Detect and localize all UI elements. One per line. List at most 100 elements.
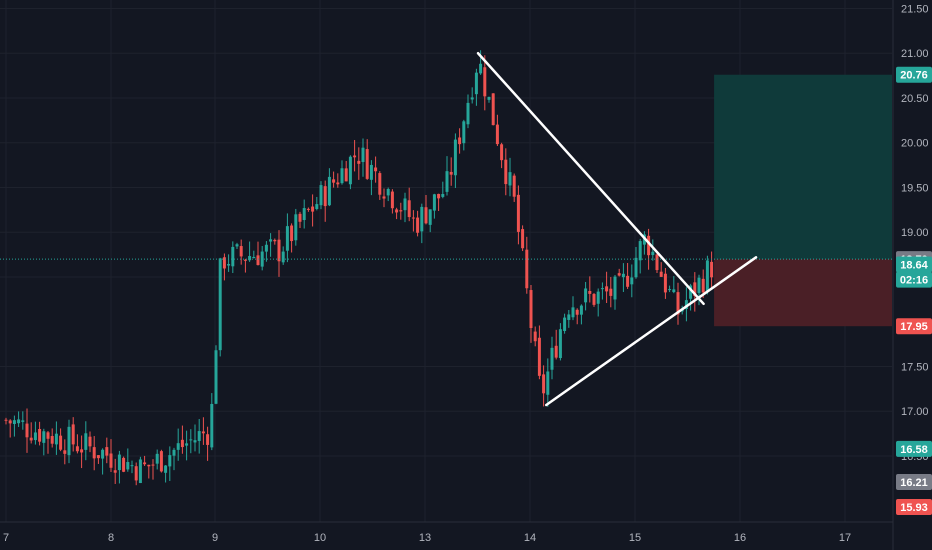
- candle-down: [180, 439, 184, 448]
- candle-down: [609, 288, 613, 296]
- candle-up: [697, 277, 701, 293]
- price-badge-label: 20.76: [900, 70, 928, 82]
- candle-down: [663, 273, 667, 293]
- candle-down: [29, 437, 33, 441]
- candle-down: [71, 424, 75, 445]
- candle-up: [420, 206, 424, 232]
- price-badge-label: 15.93: [900, 502, 928, 514]
- candle-up: [441, 194, 445, 197]
- candle-up: [176, 443, 180, 450]
- target-zone: [714, 74, 892, 260]
- stop-zone: [714, 259, 892, 327]
- candle-down: [92, 447, 96, 459]
- candle-down: [109, 453, 113, 468]
- candle-down: [277, 239, 281, 262]
- candle-up: [567, 314, 571, 320]
- candle-down: [206, 434, 210, 445]
- candle-up: [269, 239, 273, 242]
- candle-up: [462, 121, 466, 144]
- candle-down: [143, 462, 147, 465]
- candle-down: [554, 345, 558, 358]
- y-tick-label: 17.00: [901, 406, 929, 418]
- candle-down: [105, 447, 109, 456]
- candle-up: [138, 459, 142, 484]
- candle-down: [298, 213, 302, 222]
- candle-up: [634, 257, 638, 278]
- candle-down: [365, 149, 369, 179]
- x-tick-label: 8: [108, 532, 114, 544]
- price-badge-label: 16.21: [900, 477, 928, 489]
- candle-down: [4, 419, 8, 421]
- candle-up: [630, 277, 634, 285]
- candle-down: [424, 207, 428, 224]
- candle-down: [8, 420, 12, 424]
- candle-down: [516, 194, 520, 232]
- candle-up: [474, 72, 478, 95]
- price-badge: [896, 473, 932, 490]
- candle-down: [378, 173, 382, 195]
- candle-down: [483, 67, 487, 97]
- candle-up: [369, 164, 373, 180]
- candle-down: [134, 466, 138, 481]
- candle-up: [668, 289, 672, 291]
- candle-up: [361, 147, 365, 163]
- candle-down: [521, 229, 525, 249]
- candle-down: [306, 208, 310, 210]
- candle-down: [512, 175, 516, 197]
- candle-up: [546, 371, 550, 395]
- candle-down: [256, 255, 260, 266]
- candle-up: [197, 431, 201, 441]
- candle-down: [542, 374, 546, 394]
- candle-up: [558, 329, 562, 359]
- x-tick-label: 16: [734, 532, 746, 544]
- candle-up: [315, 204, 319, 209]
- candle-up: [193, 440, 197, 443]
- candle-up: [466, 102, 470, 125]
- candle-up: [210, 403, 214, 448]
- candle-up: [638, 241, 642, 261]
- candle-down: [655, 254, 659, 271]
- price-badge: [896, 271, 932, 288]
- candle-up: [101, 449, 105, 459]
- candle-up: [117, 454, 121, 471]
- candle-down: [710, 261, 714, 278]
- candle-down: [25, 423, 29, 438]
- candle-down: [353, 155, 357, 158]
- candle-up: [613, 276, 617, 300]
- trendline-1[interactable]: [476, 51, 705, 306]
- candle-down: [592, 294, 596, 305]
- trendline-2[interactable]: [544, 256, 758, 407]
- candle-down: [411, 217, 415, 219]
- candle-up: [54, 433, 58, 445]
- candle-down: [676, 292, 680, 315]
- candle-up: [684, 300, 688, 310]
- candle-down: [80, 449, 84, 453]
- y-tick-label: 20.00: [901, 138, 929, 150]
- candle-down: [437, 193, 441, 199]
- candle-up: [168, 455, 172, 467]
- candle-up: [248, 256, 252, 261]
- candle-up: [214, 350, 218, 404]
- candle-up: [432, 194, 436, 211]
- candle-up: [17, 419, 21, 424]
- candle-down: [336, 182, 340, 185]
- y-tick-label: 20.50: [901, 93, 929, 105]
- candle-down: [332, 179, 336, 183]
- candle-down: [617, 273, 621, 276]
- candle-down: [533, 331, 537, 342]
- candle-up: [487, 96, 491, 100]
- candle-down: [96, 455, 100, 459]
- candle-down: [458, 137, 462, 145]
- candle-up: [260, 251, 264, 267]
- candle-down: [399, 210, 403, 212]
- candle-up: [579, 305, 583, 315]
- candle-up: [571, 307, 575, 318]
- candle-up: [21, 420, 25, 422]
- candle-down: [605, 286, 609, 292]
- candle-up: [130, 465, 134, 467]
- price-badge-label: 02:16: [900, 275, 928, 287]
- candle-down: [122, 457, 126, 472]
- candle-down: [693, 282, 697, 297]
